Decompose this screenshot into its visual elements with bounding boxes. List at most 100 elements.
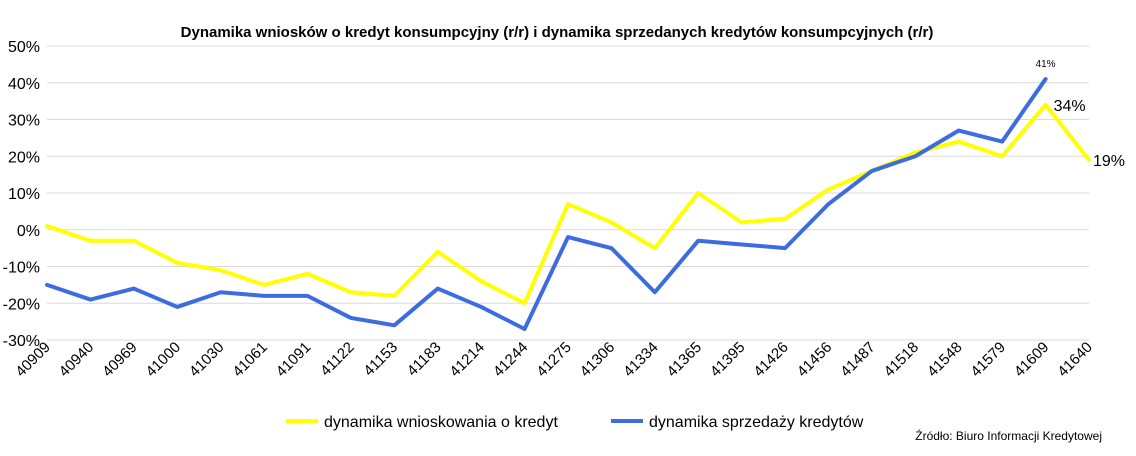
chart-title: Dynamika wniosków o kredyt konsumpcyjny … [181, 24, 934, 41]
data-point [45, 283, 49, 287]
data-point [305, 294, 310, 298]
x-tick: 41183 [404, 339, 445, 380]
x-tick-label: 41365 [664, 339, 706, 381]
x-tick-label: 41487 [837, 339, 879, 381]
data-point [1087, 158, 1091, 162]
data-point [1000, 154, 1004, 158]
data-point [522, 301, 527, 305]
data-point [175, 305, 179, 309]
data-point [479, 279, 483, 283]
data-label: 19% [1093, 153, 1125, 170]
x-tick: 40940 [56, 339, 98, 381]
data-point [522, 327, 527, 331]
series-line-2 [45, 77, 1048, 331]
data-point [826, 187, 831, 191]
data-point [436, 250, 440, 254]
y-axis-ticks: 50% 40% 30% 20% 10% 0% -10% -20% -30% [3, 39, 40, 350]
x-tick-label: 41609 [1011, 339, 1053, 381]
x-tick: 41579 [967, 339, 1009, 381]
data-point [783, 246, 787, 250]
data-point [783, 217, 787, 221]
x-tick-label: 41214 [446, 339, 488, 381]
data-point [1043, 103, 1048, 107]
data-point [826, 202, 831, 206]
data-point [45, 224, 49, 228]
data-point [957, 128, 961, 133]
data-point [1043, 77, 1048, 81]
data-label: 34% [1054, 98, 1086, 115]
data-point [696, 191, 700, 195]
data-point [653, 290, 657, 294]
data-point [88, 297, 93, 302]
legend-item: dynamika wnioskowania o kredyt [286, 414, 558, 431]
data-point [566, 202, 570, 206]
y-tick-label: 0% [17, 223, 40, 240]
data-point [609, 246, 614, 250]
data-point [913, 154, 917, 158]
data-label: 41% [1036, 59, 1056, 70]
legend-item: dynamika sprzedaży kredytów [611, 414, 864, 431]
data-point [349, 316, 353, 320]
x-tick: 41214 [446, 339, 488, 381]
x-tick-label: 40969 [99, 339, 141, 381]
x-tick: 41609 [1011, 339, 1053, 381]
x-tick-label: 41334 [620, 339, 662, 381]
y-tick-label: 30% [8, 113, 40, 130]
data-point [870, 169, 874, 173]
x-tick: 41456 [794, 339, 836, 381]
x-tick: 41244 [490, 339, 532, 381]
x-tick-label: 41153 [360, 339, 401, 380]
data-point [175, 261, 179, 265]
x-tick: 41275 [533, 339, 575, 381]
legend: dynamika wnioskowania o kredyt dynamika s… [286, 414, 864, 431]
x-tick-label: 40940 [56, 339, 98, 381]
x-tick-label: 41000 [143, 339, 185, 381]
x-axis-ticks: 40909 40940 40969 41000 41030 41061 41091 41122… [12, 339, 1096, 381]
x-tick: 41548 [924, 339, 966, 381]
x-tick-label: 41456 [794, 339, 836, 381]
data-point [609, 220, 614, 224]
y-tick-label: 20% [8, 149, 40, 166]
x-tick-label: 41579 [967, 339, 1009, 381]
legend-label: dynamika wnioskowania o kredyt [324, 414, 558, 431]
x-tick: 41030 [186, 339, 228, 381]
x-tick-label: 41030 [186, 339, 228, 381]
source-note: Źródło: Biuro Informacji Kredytowej [915, 428, 1102, 443]
y-tick-label: -20% [3, 296, 40, 313]
data-point [566, 235, 570, 239]
data-point [436, 286, 440, 291]
x-tick: 41091 [273, 339, 315, 381]
x-tick-label: 41518 [881, 339, 923, 381]
y-tick-label: 50% [8, 39, 40, 56]
data-point [262, 283, 266, 287]
data-point [349, 290, 353, 294]
x-tick: 41395 [707, 339, 749, 381]
data-point [740, 220, 744, 224]
x-tick: 41518 [881, 339, 923, 381]
data-point [392, 323, 396, 327]
data-point [219, 268, 223, 272]
x-tick-label: 41548 [924, 339, 966, 381]
x-tick-label: 41244 [490, 339, 532, 381]
y-tick-label: -10% [3, 260, 40, 277]
data-point [479, 305, 483, 309]
x-tick-label: 41122 [317, 339, 358, 380]
x-tick-label: 41640 [1054, 339, 1096, 381]
x-tick: 41061 [229, 339, 271, 381]
data-point [913, 150, 917, 155]
y-tick-label: 10% [8, 186, 40, 203]
data-point [392, 294, 396, 298]
x-tick-label: 41275 [533, 339, 575, 381]
x-tick: 41640 [1054, 339, 1096, 381]
data-point [653, 246, 657, 250]
x-tick-label: 41395 [707, 339, 749, 381]
x-tick: 41000 [143, 339, 185, 381]
legend-label: dynamika sprzedaży kredytów [649, 414, 864, 431]
data-point [696, 239, 700, 243]
data-point [1000, 139, 1004, 144]
x-tick-label: 41426 [750, 339, 792, 381]
data-point [740, 242, 744, 247]
y-tick-label: 40% [8, 76, 40, 93]
y-tick-label: -30% [3, 333, 40, 350]
